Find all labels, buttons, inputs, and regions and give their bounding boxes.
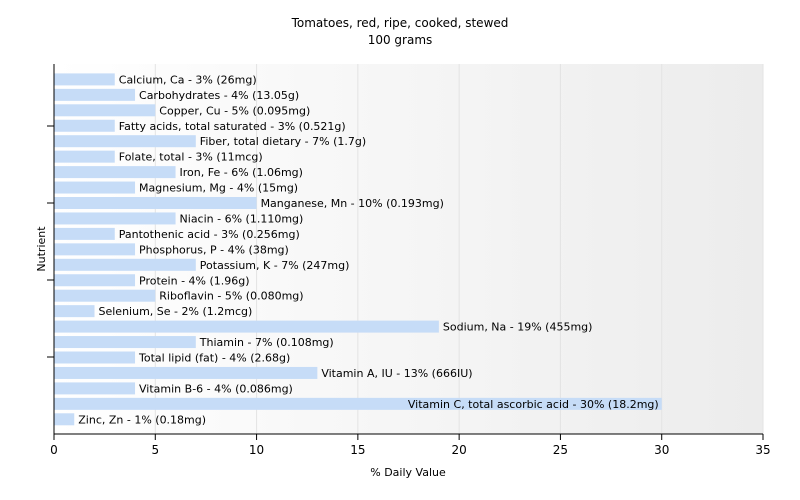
bar-label: Calcium, Ca - 3% (26mg): [119, 73, 257, 86]
bar-label: Vitamin C, total ascorbic acid - 30% (18…: [408, 398, 659, 411]
bar-label: Pantothenic acid - 3% (0.256mg): [119, 228, 300, 241]
chart-subtitle: 100 grams: [368, 33, 433, 47]
axes-group: 0 5 10 15 20 25 30 35: [47, 64, 771, 457]
x-tick-label: 30: [654, 443, 669, 457]
bar: [54, 181, 136, 194]
bar: [54, 397, 662, 410]
bar-label: Fiber, total dietary - 7% (1.7g): [200, 135, 366, 148]
bar: [54, 135, 196, 148]
bar-label: Vitamin B-6 - 4% (0.086mg): [139, 382, 293, 395]
grid-lines: [154, 64, 764, 434]
bar: [54, 274, 136, 287]
bar: [54, 73, 115, 86]
bar-label: Carbohydrates - 4% (13.05g): [139, 89, 299, 102]
bar-label: Thiamin - 7% (0.108mg): [199, 336, 334, 349]
bar-label: Selenium, Se - 2% (1.2mcg): [99, 305, 253, 318]
x-tick-label: 10: [249, 443, 264, 457]
bar: [54, 382, 136, 395]
bar-label: Fatty acids, total saturated - 3% (0.521…: [119, 120, 346, 133]
bar-label: Iron, Fe - 6% (1.06mg): [180, 166, 303, 179]
bar: [54, 336, 196, 349]
bar: [54, 104, 156, 117]
y-axis-label: Nutrient: [35, 226, 48, 272]
bar-label: Sodium, Na - 19% (455mg): [443, 321, 593, 334]
bar-label: Vitamin A, IU - 13% (666IU): [321, 367, 472, 380]
bar-label: Magnesium, Mg - 4% (15mg): [139, 182, 298, 195]
bars-group: Calcium, Ca - 3% (26mg) Carbohydrates - 4…: [54, 73, 662, 426]
x-tick-label: 0: [50, 443, 58, 457]
bar: [54, 305, 95, 318]
bar: [54, 366, 318, 379]
bar-label: Phosphorus, P - 4% (38mg): [139, 243, 289, 256]
x-tick-label: 5: [151, 443, 159, 457]
x-tick-label: 20: [452, 443, 467, 457]
bar: [54, 88, 136, 101]
bar: [54, 243, 136, 256]
bar-label: Total lipid (fat) - 4% (2.68g): [138, 352, 290, 365]
bar-label: Folate, total - 3% (11mcg): [119, 151, 263, 164]
x-tick-label: 35: [755, 443, 770, 457]
bar: [54, 351, 136, 364]
bar-label: Manganese, Mn - 10% (0.193mg): [261, 197, 444, 210]
x-tick-label: 25: [553, 443, 568, 457]
bar-label: Zinc, Zn - 1% (0.18mg): [78, 413, 206, 426]
bar: [54, 212, 176, 225]
bar-label: Riboflavin - 5% (0.080mg): [159, 290, 303, 303]
bar-label: Potassium, K - 7% (247mg): [200, 259, 350, 272]
bar: [54, 413, 75, 426]
bar: [54, 150, 115, 163]
x-tick-label: 15: [350, 443, 365, 457]
bar: [54, 119, 115, 132]
bar: [54, 289, 156, 302]
bar: [54, 320, 439, 333]
bar: [54, 258, 196, 271]
bar-label: Copper, Cu - 5% (0.095mg): [159, 104, 310, 117]
x-axis-label: % Daily Value: [370, 466, 446, 479]
bar: [54, 227, 115, 240]
bar: [54, 166, 176, 179]
chart-title: Tomatoes, red, ripe, cooked, stewed: [291, 16, 509, 30]
bar-label: Niacin - 6% (1.110mg): [180, 212, 304, 225]
bar: [54, 197, 257, 209]
bar-label: Protein - 4% (1.96g): [139, 274, 250, 287]
